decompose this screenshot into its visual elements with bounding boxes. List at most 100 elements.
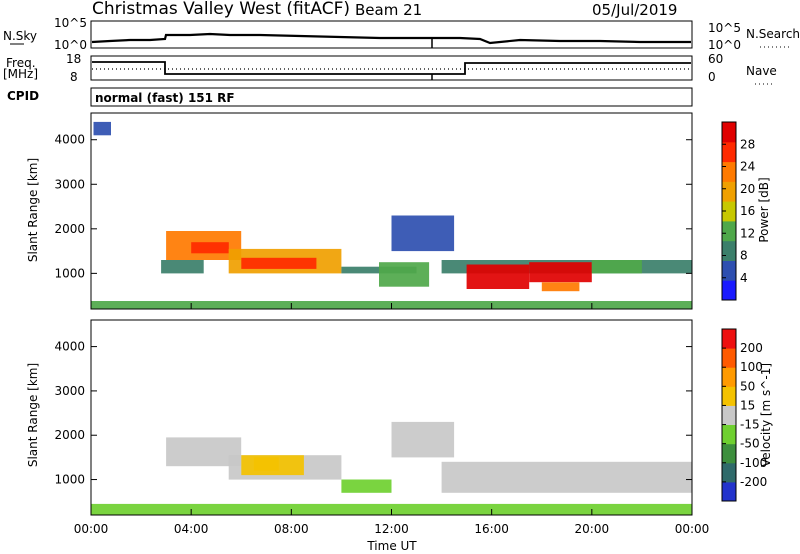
xtick-label-1: 04:00 xyxy=(174,522,209,536)
power-region-10 xyxy=(541,282,580,292)
velocity-ytick-label-2: 3000 xyxy=(54,384,85,398)
xtick-label-2: 08:00 xyxy=(274,522,309,536)
xtick-label-0: 00:00 xyxy=(74,522,109,536)
power-colorbar-swatch-7 xyxy=(722,141,736,163)
noise-left-tick-bottom: 10^0 xyxy=(54,38,87,52)
power-region-8 xyxy=(466,264,530,289)
nave-tick-bottom: 0 xyxy=(708,70,716,84)
velocity-xticks: 00:00 04:00 08:00 12:00 16:00 20:00 00:00 xyxy=(74,509,710,536)
velocity-yticks: 1000 2000 3000 4000 xyxy=(54,340,692,487)
velocity-region-7 xyxy=(391,421,455,458)
noise-right-tick-bottom: 10^0 xyxy=(708,38,741,52)
power-colorbar-label-3: 16 xyxy=(740,204,755,218)
xtick-label-3: 12:00 xyxy=(374,522,409,536)
velocity-colorbar-swatch-4 xyxy=(722,405,736,425)
power-ytick-label-3: 4000 xyxy=(54,133,85,147)
velocity-ylabel: Slant Range [km] xyxy=(26,363,40,467)
velocity-colorbar-frame xyxy=(721,328,737,502)
velocity-colorbar-label-3: 15 xyxy=(740,398,755,412)
power-ylabel: Slant Range [km] xyxy=(26,158,40,262)
noise-left-tick-top: 10^5 xyxy=(54,16,87,30)
power-colorbar-label-0: 4 xyxy=(740,271,748,285)
velocity-colorbar-swatch-7 xyxy=(722,348,736,368)
freq-tick-top: 18 xyxy=(66,52,81,66)
beam-label: Beam 21 xyxy=(355,1,422,19)
velocity-colorbar-swatch-6 xyxy=(722,367,736,387)
power-region-14 xyxy=(93,121,111,136)
power-region-6 xyxy=(379,262,430,287)
velocity-region-0 xyxy=(166,437,242,467)
power-ytick-label-0: 1000 xyxy=(54,266,85,280)
noise-panel: N.Sky 10^5 10^0 10^5 10^0 N.Search xyxy=(3,16,800,52)
velocity-region-3 xyxy=(253,457,279,471)
power-panel: Slant Range [km] 1000 2000 3000 4000 xyxy=(26,112,693,310)
velocity-ytick-label-1: 2000 xyxy=(54,428,85,442)
velocity-colorbar-label: Velocity [m s^-1] xyxy=(759,363,773,467)
power-yticks: 1000 2000 3000 4000 xyxy=(54,133,692,280)
freq-label-bottom: [MHz] xyxy=(3,67,38,81)
velocity-colorbar-swatch-5 xyxy=(722,386,736,406)
power-colorbar-label-1: 8 xyxy=(740,249,748,263)
freq-tick-bottom: 8 xyxy=(70,70,78,84)
noise-right-label: N.Search xyxy=(746,27,800,41)
power-region-5 xyxy=(341,266,417,274)
xtick-label-6: 00:00 xyxy=(675,522,710,536)
nave-tick-top: 60 xyxy=(708,52,723,66)
velocity-colorbar-label-2: 50 xyxy=(740,379,755,393)
power-colorbar: Power [dB] 4 8 12 16 20 24 28 xyxy=(721,121,771,301)
velocity-colorbar-swatch-3 xyxy=(722,424,736,445)
power-ytick-label-1: 2000 xyxy=(54,222,85,236)
figure-title: Christmas Valley West (fitACF) xyxy=(92,0,350,19)
velocity-colorbar-swatch-8 xyxy=(722,329,736,349)
velocity-colorbar: Velocity [m s^-1] 200 100 50 15 -15 -50 -100 -2… xyxy=(721,328,773,502)
nave-label: Nave xyxy=(746,64,777,78)
velocity-colorbar-label-5: -50 xyxy=(740,437,760,451)
power-colorbar-swatch-1 xyxy=(722,260,736,281)
cpid-label: CPID xyxy=(7,89,39,103)
cpid-panel: normal (fast) 151 RF xyxy=(90,87,693,107)
time-axis-label: Time UT xyxy=(366,539,417,553)
power-colorbar-label-5: 24 xyxy=(740,160,755,174)
velocity-colorbar-label-6: -100 xyxy=(740,456,767,470)
noise-left-label: N.Sky xyxy=(3,29,37,43)
power-region-9 xyxy=(529,262,592,283)
power-colorbar-label-2: 12 xyxy=(740,226,755,240)
power-colorbar-swatch-2 xyxy=(722,240,736,261)
velocity-region-4 xyxy=(341,479,392,493)
xtick-label-4: 16:00 xyxy=(474,522,509,536)
power-colorbar-swatch-4 xyxy=(722,201,736,222)
power-colorbar-swatch-3 xyxy=(722,220,736,242)
power-colorbar-swatch-6 xyxy=(722,161,736,182)
power-ytick-label-2: 3000 xyxy=(54,177,85,191)
velocity-colorbar-label-7: -200 xyxy=(740,475,767,489)
velocity-region-5 xyxy=(441,461,692,493)
noise-sky-series xyxy=(91,32,691,45)
power-colorbar-label-6: 28 xyxy=(740,137,755,151)
cpid-panel-frame xyxy=(90,87,693,107)
cpid-text: normal (fast) 151 RF xyxy=(95,91,235,105)
velocity-ytick-label-0: 1000 xyxy=(54,473,85,487)
velocity-colorbar-label-1: 100 xyxy=(740,360,763,374)
power-colorbar-label-4: 20 xyxy=(740,182,755,196)
freq-panel-frame xyxy=(90,55,693,81)
noise-right-tick-top: 10^5 xyxy=(708,21,741,35)
power-region-1 xyxy=(191,242,229,254)
power-region-11 xyxy=(591,260,642,274)
power-colorbar-label: Power [dB] xyxy=(757,177,771,242)
velocity-marks xyxy=(91,421,692,515)
xtick-label-5: 20:00 xyxy=(575,522,610,536)
freq-series xyxy=(92,61,691,75)
power-marks xyxy=(91,121,692,309)
velocity-colorbar-swatch-1 xyxy=(722,462,736,483)
date-label: 05/Jul/2019 xyxy=(592,1,677,19)
freq-panel: Freq. [MHz] 18 8 60 0 Nave CPID xyxy=(3,52,777,103)
power-colorbar-swatch-0 xyxy=(722,280,736,301)
velocity-colorbar-label-0: 200 xyxy=(740,341,763,355)
power-region-12 xyxy=(391,215,455,252)
noise-panel-frame xyxy=(90,20,693,49)
power-region-4 xyxy=(161,260,204,274)
power-region-3 xyxy=(241,257,317,269)
power-panel-frame xyxy=(90,112,693,310)
